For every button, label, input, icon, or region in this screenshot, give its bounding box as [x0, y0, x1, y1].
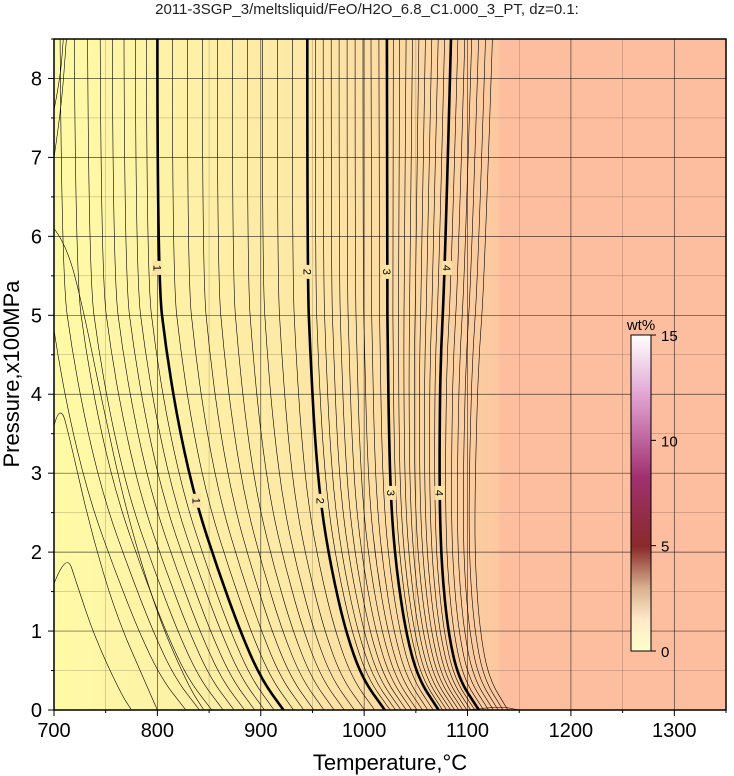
y-tick-label: 8 [31, 68, 42, 90]
minor-contour [277, 39, 365, 710]
minor-contour [99, 39, 235, 710]
minor-contour [54, 562, 132, 710]
contour-label-bg [152, 260, 163, 275]
minor-contour [451, 39, 489, 710]
contour-label-bg [191, 493, 202, 508]
y-tick-label: 0 [31, 700, 42, 722]
y-tick-label: 7 [31, 147, 42, 169]
colorbar: wt% 0 5 10 15 [626, 317, 678, 661]
plot-frame [53, 38, 727, 711]
contour-label-bg [434, 485, 445, 500]
colorbar-label: wt% [626, 317, 655, 334]
minor-contour [419, 39, 464, 710]
minor-contour [434, 39, 476, 710]
colorbar-tick-label: 5 [661, 539, 669, 556]
y-tick-label: 2 [31, 542, 42, 564]
minor-contour [392, 39, 443, 710]
chart-title: 2011-3SGP_3/meltsliquid/FeO/H2O_6.8_C1.0… [155, 1, 579, 18]
minor-contour [378, 39, 434, 710]
x-tick-label: 1200 [549, 720, 594, 742]
minor-contour [202, 39, 315, 710]
minor-contour [74, 39, 213, 710]
minor-contour [468, 39, 504, 710]
major-contour-4 [438, 39, 480, 710]
minor-contour [346, 39, 412, 710]
contour-label-bg [441, 260, 452, 275]
major-contour-lines: 1 1 2 2 3 3 4 4 [150, 39, 480, 710]
minor-contour [315, 39, 391, 710]
contour-label-1: 1 [190, 498, 202, 504]
minor-contour [424, 39, 468, 710]
minor-contour [429, 39, 472, 710]
minor-contour [463, 39, 499, 710]
minor-contour [403, 39, 451, 710]
x-tick-label: 900 [244, 720, 277, 742]
minor-contour [123, 39, 255, 710]
contour-label-2: 2 [300, 269, 312, 275]
minor-contour [187, 39, 305, 710]
contour-label-4: 4 [440, 265, 452, 271]
x-tick-label: 1300 [652, 720, 697, 742]
minor-contour [354, 39, 418, 710]
minor-contour [445, 39, 484, 710]
contour-label-3: 3 [384, 490, 396, 496]
minor-contour [59, 39, 200, 710]
minor-contour [474, 39, 509, 710]
minor-contour [362, 39, 423, 710]
minor-contour [408, 39, 455, 710]
colorbar-tick-label: 10 [661, 433, 678, 450]
minor-contour [322, 39, 396, 710]
y-tick-label: 4 [31, 384, 42, 406]
plot-background [54, 39, 726, 710]
minor-contour [262, 39, 355, 710]
minor-contour [217, 39, 325, 710]
y-axis-label: Pressure,x100MPa [0, 280, 24, 468]
contour-label-4: 4 [433, 490, 445, 496]
minor-contour [87, 39, 224, 710]
contour-label-bg [302, 264, 313, 279]
minor-contour [247, 39, 345, 710]
x-tick-label: 1100 [446, 720, 489, 742]
major-contour-1 [156, 39, 285, 710]
minor-contour [54, 39, 67, 158]
minor-contour-lines [54, 39, 520, 710]
y-tick-label: 1 [31, 621, 42, 643]
contour-label-1: 1 [150, 265, 162, 271]
minor-contour [330, 39, 402, 710]
x-tick-label: 800 [141, 720, 174, 742]
contour-label-bg [386, 485, 397, 500]
minor-contour [232, 39, 335, 710]
x-tick-label: 700 [37, 720, 70, 742]
minor-contour [54, 228, 205, 710]
minor-contour [413, 39, 460, 710]
colorbar-tick-label: 15 [661, 328, 678, 345]
minor-contour [292, 39, 375, 710]
x-tick-label: 1000 [342, 720, 387, 742]
contour-label-3: 3 [380, 269, 392, 275]
minor-contour [54, 328, 187, 710]
minor-contour [457, 39, 494, 710]
y-tick-label: 5 [31, 305, 42, 327]
colorbar-tick-label: 0 [661, 644, 669, 661]
major-contour-3 [385, 39, 440, 710]
minor-contour [112, 39, 245, 710]
minor-contour [135, 39, 265, 710]
minor-contour [338, 39, 407, 710]
y-tick-label: 6 [31, 226, 42, 248]
contour-label-bg [381, 264, 392, 279]
minor-contour [398, 39, 447, 710]
y-tick-label: 3 [31, 463, 42, 485]
minor-contour [370, 39, 429, 710]
minor-contour [54, 412, 158, 710]
x-axis-label: Temperature,°C [313, 750, 467, 775]
minor-contour [146, 39, 275, 710]
contour-label-2: 2 [314, 498, 326, 504]
major-contour-2 [306, 39, 386, 710]
contour-label-bg [315, 493, 326, 508]
minor-contour [172, 39, 294, 710]
colorbar-gradient [630, 334, 652, 652]
